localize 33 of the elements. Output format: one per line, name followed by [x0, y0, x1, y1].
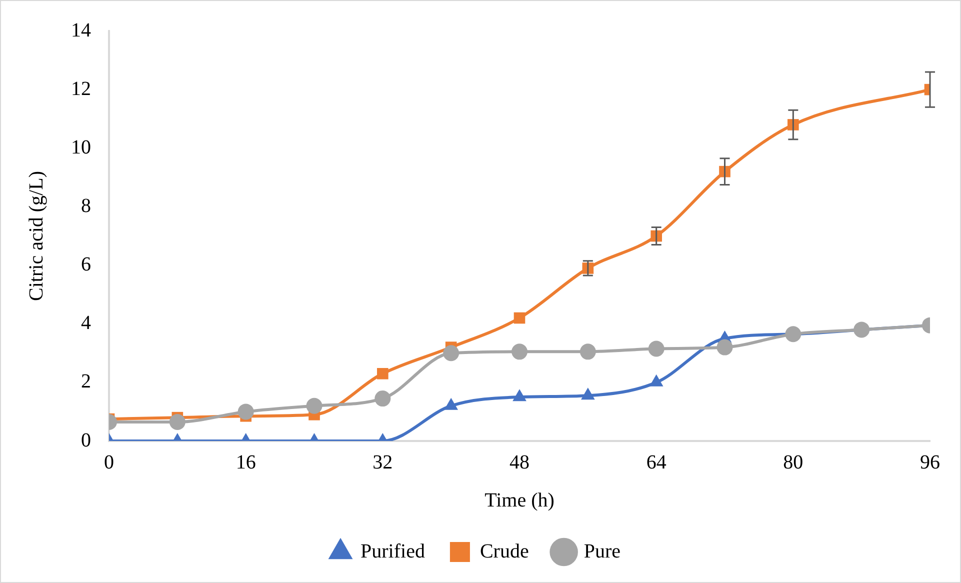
point: [169, 414, 186, 430]
point: [716, 339, 733, 356]
x-tick-label: 48: [510, 451, 530, 474]
point: [580, 344, 596, 360]
point: [854, 322, 870, 338]
legend-label: Crude: [480, 540, 529, 562]
x-tick-label: 64: [646, 451, 666, 474]
x-tick-label: 32: [372, 451, 393, 474]
y-tick-label: 6: [81, 254, 91, 276]
point: [514, 312, 526, 324]
point: [238, 404, 254, 420]
point: [443, 345, 460, 362]
point: [377, 368, 388, 380]
point: [306, 398, 322, 414]
y-tick-label: 12: [71, 78, 91, 100]
x-axis-title: Time (h): [484, 489, 554, 512]
y-tick-label: 14: [71, 19, 91, 42]
y-tick-label: 0: [81, 429, 91, 452]
x-tick-label: 80: [783, 451, 804, 474]
point: [512, 344, 528, 360]
x-tick-label: 96: [920, 451, 940, 474]
point: [785, 326, 802, 342]
x-tick-label: 0: [104, 451, 114, 474]
legend-label: Purified: [360, 540, 425, 562]
legend-label: Pure: [584, 540, 621, 562]
y-tick-label: 10: [71, 136, 91, 158]
y-tick-label: 4: [81, 312, 91, 334]
y-tick-label: 2: [81, 370, 91, 393]
y-tick-label: 8: [81, 194, 91, 217]
point: [648, 340, 664, 357]
point: [374, 390, 391, 407]
x-tick-label: 16: [236, 451, 256, 474]
y-axis-title: Citric acid (g/L): [25, 171, 48, 301]
